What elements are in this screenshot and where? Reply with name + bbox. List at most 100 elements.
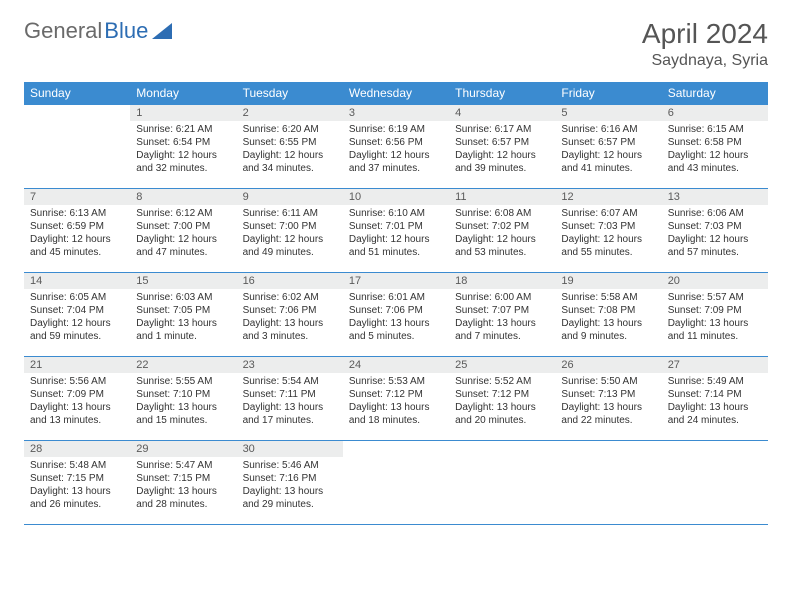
day-details: Sunrise: 5:55 AMSunset: 7:10 PMDaylight:… bbox=[130, 373, 236, 431]
calendar-cell: 26Sunrise: 5:50 AMSunset: 7:13 PMDayligh… bbox=[555, 357, 661, 441]
calendar-week-row: 1Sunrise: 6:21 AMSunset: 6:54 PMDaylight… bbox=[24, 105, 768, 189]
calendar-cell bbox=[555, 441, 661, 525]
calendar-cell: 20Sunrise: 5:57 AMSunset: 7:09 PMDayligh… bbox=[662, 273, 768, 357]
day-details: Sunrise: 6:12 AMSunset: 7:00 PMDaylight:… bbox=[130, 205, 236, 263]
day-details: Sunrise: 6:10 AMSunset: 7:01 PMDaylight:… bbox=[343, 205, 449, 263]
day-number: 23 bbox=[237, 357, 343, 373]
calendar-cell: 14Sunrise: 6:05 AMSunset: 7:04 PMDayligh… bbox=[24, 273, 130, 357]
day-details: Sunrise: 5:56 AMSunset: 7:09 PMDaylight:… bbox=[24, 373, 130, 431]
calendar-week-row: 7Sunrise: 6:13 AMSunset: 6:59 PMDaylight… bbox=[24, 189, 768, 273]
day-number: 21 bbox=[24, 357, 130, 373]
day-number: 12 bbox=[555, 189, 661, 205]
logo-triangle-icon bbox=[152, 23, 172, 39]
calendar-cell: 7Sunrise: 6:13 AMSunset: 6:59 PMDaylight… bbox=[24, 189, 130, 273]
day-details: Sunrise: 5:47 AMSunset: 7:15 PMDaylight:… bbox=[130, 457, 236, 515]
day-number: 14 bbox=[24, 273, 130, 289]
calendar-cell bbox=[662, 441, 768, 525]
calendar-cell: 25Sunrise: 5:52 AMSunset: 7:12 PMDayligh… bbox=[449, 357, 555, 441]
calendar-header-row: SundayMondayTuesdayWednesdayThursdayFrid… bbox=[24, 82, 768, 105]
day-number: 15 bbox=[130, 273, 236, 289]
calendar-cell: 11Sunrise: 6:08 AMSunset: 7:02 PMDayligh… bbox=[449, 189, 555, 273]
header: GeneralBlue April 2024 Saydnaya, Syria bbox=[24, 18, 768, 70]
day-number: 13 bbox=[662, 189, 768, 205]
day-number: 6 bbox=[662, 105, 768, 121]
day-details: Sunrise: 5:50 AMSunset: 7:13 PMDaylight:… bbox=[555, 373, 661, 431]
day-details: Sunrise: 6:00 AMSunset: 7:07 PMDaylight:… bbox=[449, 289, 555, 347]
day-number: 10 bbox=[343, 189, 449, 205]
day-details: Sunrise: 5:52 AMSunset: 7:12 PMDaylight:… bbox=[449, 373, 555, 431]
day-details: Sunrise: 6:15 AMSunset: 6:58 PMDaylight:… bbox=[662, 121, 768, 179]
day-details: Sunrise: 6:01 AMSunset: 7:06 PMDaylight:… bbox=[343, 289, 449, 347]
calendar-cell: 27Sunrise: 5:49 AMSunset: 7:14 PMDayligh… bbox=[662, 357, 768, 441]
day-header: Wednesday bbox=[343, 82, 449, 105]
day-number: 11 bbox=[449, 189, 555, 205]
calendar-cell: 28Sunrise: 5:48 AMSunset: 7:15 PMDayligh… bbox=[24, 441, 130, 525]
title-block: April 2024 Saydnaya, Syria bbox=[642, 18, 768, 70]
day-details: Sunrise: 5:54 AMSunset: 7:11 PMDaylight:… bbox=[237, 373, 343, 431]
calendar-week-row: 28Sunrise: 5:48 AMSunset: 7:15 PMDayligh… bbox=[24, 441, 768, 525]
day-details: Sunrise: 6:21 AMSunset: 6:54 PMDaylight:… bbox=[130, 121, 236, 179]
month-title: April 2024 bbox=[642, 18, 768, 50]
calendar-cell: 18Sunrise: 6:00 AMSunset: 7:07 PMDayligh… bbox=[449, 273, 555, 357]
day-details: Sunrise: 5:46 AMSunset: 7:16 PMDaylight:… bbox=[237, 457, 343, 515]
day-number: 1 bbox=[130, 105, 236, 121]
day-details: Sunrise: 6:13 AMSunset: 6:59 PMDaylight:… bbox=[24, 205, 130, 263]
day-number: 8 bbox=[130, 189, 236, 205]
day-number: 19 bbox=[555, 273, 661, 289]
calendar-week-row: 21Sunrise: 5:56 AMSunset: 7:09 PMDayligh… bbox=[24, 357, 768, 441]
location: Saydnaya, Syria bbox=[642, 52, 768, 70]
logo: GeneralBlue bbox=[24, 18, 172, 44]
day-header: Tuesday bbox=[237, 82, 343, 105]
day-number: 24 bbox=[343, 357, 449, 373]
calendar-table: SundayMondayTuesdayWednesdayThursdayFrid… bbox=[24, 82, 768, 525]
day-number: 22 bbox=[130, 357, 236, 373]
calendar-week-row: 14Sunrise: 6:05 AMSunset: 7:04 PMDayligh… bbox=[24, 273, 768, 357]
calendar-cell: 22Sunrise: 5:55 AMSunset: 7:10 PMDayligh… bbox=[130, 357, 236, 441]
day-details: Sunrise: 5:53 AMSunset: 7:12 PMDaylight:… bbox=[343, 373, 449, 431]
day-details: Sunrise: 6:07 AMSunset: 7:03 PMDaylight:… bbox=[555, 205, 661, 263]
calendar-cell: 23Sunrise: 5:54 AMSunset: 7:11 PMDayligh… bbox=[237, 357, 343, 441]
day-details: Sunrise: 6:17 AMSunset: 6:57 PMDaylight:… bbox=[449, 121, 555, 179]
calendar-cell: 2Sunrise: 6:20 AMSunset: 6:55 PMDaylight… bbox=[237, 105, 343, 189]
day-details: Sunrise: 5:48 AMSunset: 7:15 PMDaylight:… bbox=[24, 457, 130, 515]
day-header: Saturday bbox=[662, 82, 768, 105]
day-number: 18 bbox=[449, 273, 555, 289]
calendar-cell: 17Sunrise: 6:01 AMSunset: 7:06 PMDayligh… bbox=[343, 273, 449, 357]
calendar-cell: 6Sunrise: 6:15 AMSunset: 6:58 PMDaylight… bbox=[662, 105, 768, 189]
day-details: Sunrise: 6:03 AMSunset: 7:05 PMDaylight:… bbox=[130, 289, 236, 347]
day-details: Sunrise: 6:11 AMSunset: 7:00 PMDaylight:… bbox=[237, 205, 343, 263]
calendar-cell: 19Sunrise: 5:58 AMSunset: 7:08 PMDayligh… bbox=[555, 273, 661, 357]
day-number: 17 bbox=[343, 273, 449, 289]
day-number: 3 bbox=[343, 105, 449, 121]
day-details: Sunrise: 6:02 AMSunset: 7:06 PMDaylight:… bbox=[237, 289, 343, 347]
logo-word-2: Blue bbox=[104, 18, 148, 44]
day-header: Thursday bbox=[449, 82, 555, 105]
day-details: Sunrise: 6:20 AMSunset: 6:55 PMDaylight:… bbox=[237, 121, 343, 179]
calendar-cell: 8Sunrise: 6:12 AMSunset: 7:00 PMDaylight… bbox=[130, 189, 236, 273]
calendar-cell: 3Sunrise: 6:19 AMSunset: 6:56 PMDaylight… bbox=[343, 105, 449, 189]
calendar-cell: 5Sunrise: 6:16 AMSunset: 6:57 PMDaylight… bbox=[555, 105, 661, 189]
day-number: 30 bbox=[237, 441, 343, 457]
calendar-cell: 4Sunrise: 6:17 AMSunset: 6:57 PMDaylight… bbox=[449, 105, 555, 189]
logo-word-1: General bbox=[24, 18, 102, 44]
day-details: Sunrise: 5:49 AMSunset: 7:14 PMDaylight:… bbox=[662, 373, 768, 431]
day-header: Friday bbox=[555, 82, 661, 105]
calendar-cell: 1Sunrise: 6:21 AMSunset: 6:54 PMDaylight… bbox=[130, 105, 236, 189]
day-number: 28 bbox=[24, 441, 130, 457]
calendar-cell: 9Sunrise: 6:11 AMSunset: 7:00 PMDaylight… bbox=[237, 189, 343, 273]
calendar-cell: 29Sunrise: 5:47 AMSunset: 7:15 PMDayligh… bbox=[130, 441, 236, 525]
day-details: Sunrise: 6:08 AMSunset: 7:02 PMDaylight:… bbox=[449, 205, 555, 263]
day-number: 7 bbox=[24, 189, 130, 205]
day-header: Monday bbox=[130, 82, 236, 105]
calendar-cell: 24Sunrise: 5:53 AMSunset: 7:12 PMDayligh… bbox=[343, 357, 449, 441]
day-details: Sunrise: 5:58 AMSunset: 7:08 PMDaylight:… bbox=[555, 289, 661, 347]
day-number: 20 bbox=[662, 273, 768, 289]
calendar-cell: 10Sunrise: 6:10 AMSunset: 7:01 PMDayligh… bbox=[343, 189, 449, 273]
day-details: Sunrise: 6:19 AMSunset: 6:56 PMDaylight:… bbox=[343, 121, 449, 179]
calendar-cell: 13Sunrise: 6:06 AMSunset: 7:03 PMDayligh… bbox=[662, 189, 768, 273]
calendar-cell bbox=[24, 105, 130, 189]
day-number: 16 bbox=[237, 273, 343, 289]
calendar-cell: 21Sunrise: 5:56 AMSunset: 7:09 PMDayligh… bbox=[24, 357, 130, 441]
day-number: 5 bbox=[555, 105, 661, 121]
day-details: Sunrise: 6:05 AMSunset: 7:04 PMDaylight:… bbox=[24, 289, 130, 347]
